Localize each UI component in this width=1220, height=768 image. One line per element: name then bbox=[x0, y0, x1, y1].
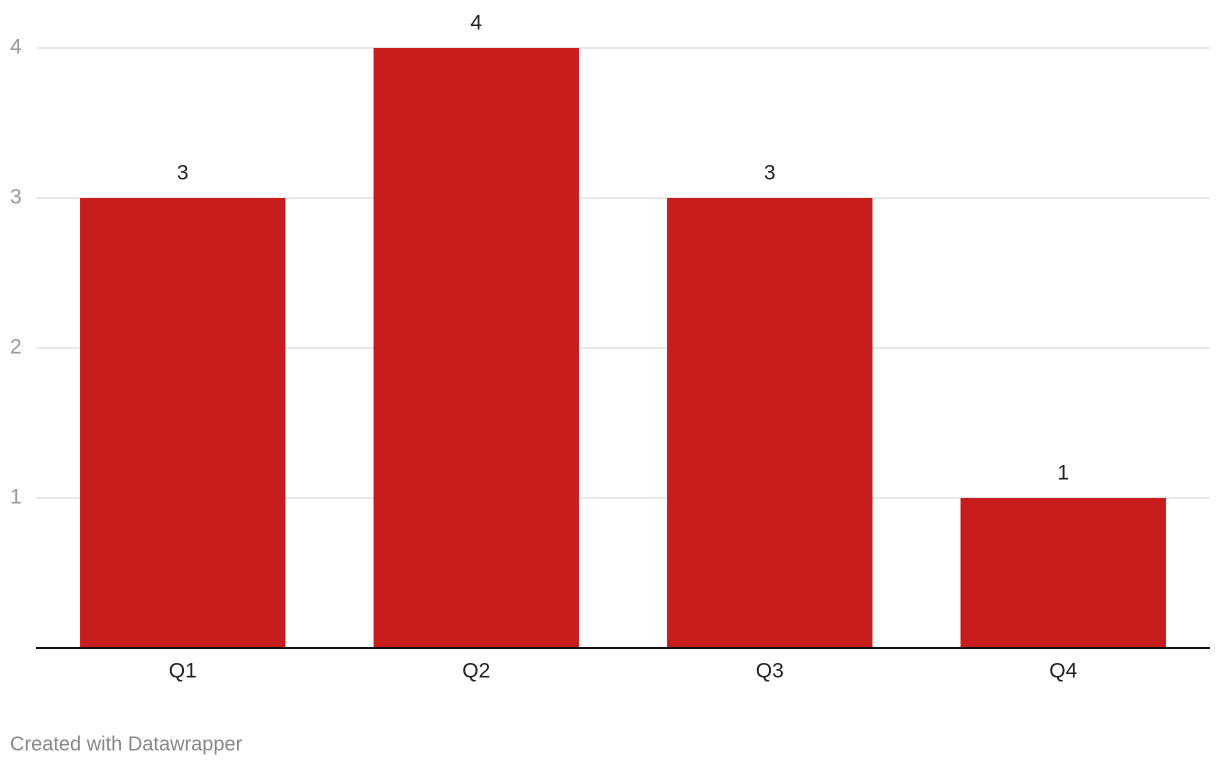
value-label: 1 bbox=[1057, 462, 1069, 485]
y-tick-label: 4 bbox=[10, 36, 22, 59]
value-label: 3 bbox=[177, 162, 189, 185]
bar bbox=[80, 198, 286, 648]
x-tick-label: Q3 bbox=[756, 660, 784, 683]
bar bbox=[373, 48, 579, 648]
bar bbox=[960, 498, 1166, 648]
value-label: 4 bbox=[470, 12, 482, 35]
x-tick-label: Q1 bbox=[169, 660, 197, 683]
bar bbox=[667, 198, 873, 648]
y-tick-label: 1 bbox=[10, 486, 22, 509]
y-tick-label: 2 bbox=[10, 336, 22, 359]
x-tick-label: Q4 bbox=[1049, 660, 1077, 683]
value-label: 3 bbox=[764, 162, 776, 185]
x-tick-label: Q2 bbox=[462, 660, 490, 683]
credit: Created with Datawrapper bbox=[10, 733, 243, 755]
y-tick-label: 3 bbox=[10, 186, 22, 209]
